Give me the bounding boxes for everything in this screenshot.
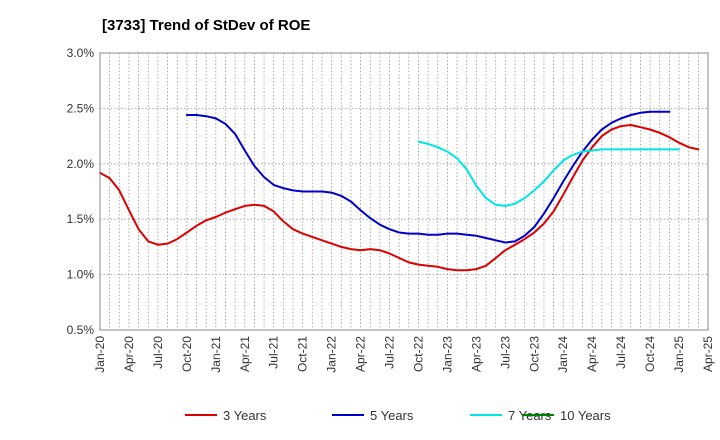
x-tick-label: Oct-20 [180, 336, 194, 372]
y-ticks: 0.5% 1.0% 1.5% 2.0% 2.5% 3.0% [67, 46, 95, 337]
x-tick-label: Jul-20 [151, 336, 165, 369]
y-tick-label: 1.0% [67, 268, 95, 282]
series-line-3-years [99, 124, 700, 272]
x-tick-label: Apr-24 [585, 336, 599, 372]
x-ticks: Jan-20 Apr-20 Jul-20 Oct-20 Jan-21 Apr-21 Jul-… [93, 336, 715, 373]
y-tick-label: 3.0% [67, 46, 95, 60]
y-tick-label: 2.0% [67, 157, 95, 171]
series-lines [99, 110, 700, 272]
x-tick-label: Jan-24 [556, 336, 570, 373]
x-tick-label: Jan-23 [440, 336, 454, 373]
x-tick-label: Oct-24 [643, 336, 657, 372]
y-tick-label: 2.5% [67, 101, 95, 115]
x-tick-label: Apr-22 [354, 336, 368, 372]
x-tick-label: Oct-22 [411, 336, 425, 372]
legend-label: 10 Years [560, 408, 611, 423]
x-tick-label: Jan-20 [93, 336, 107, 373]
x-tick-label: Jul-21 [267, 336, 281, 369]
plot-background [100, 53, 708, 330]
plot-area [100, 53, 708, 330]
x-tick-label: Jan-21 [209, 336, 223, 373]
series-line-5-years [185, 110, 671, 244]
x-tick-label: Jul-22 [383, 336, 397, 369]
y-tick-label: 1.5% [67, 212, 95, 226]
grid [100, 53, 708, 330]
x-tick-label: Jan-25 [672, 336, 686, 373]
x-tick-label: Apr-21 [238, 336, 252, 372]
x-tick-label: Jul-23 [498, 336, 512, 369]
legend: 3 Years 5 Years 7 Years 10 Years [185, 408, 611, 423]
x-tick-label: Oct-21 [296, 336, 310, 372]
x-tick-label: Apr-23 [469, 336, 483, 372]
x-tick-label: Jul-24 [614, 336, 628, 369]
x-tick-label: Apr-20 [122, 336, 136, 372]
legend-label: 5 Years [370, 408, 414, 423]
x-tick-label: Oct-23 [527, 336, 541, 372]
x-tick-label: Jan-22 [325, 336, 339, 373]
plot-frame [99, 52, 709, 331]
x-tick-label: Apr-25 [701, 336, 715, 372]
series-line-7-years [417, 140, 680, 207]
chart-title: [3733] Trend of StDev of ROE [102, 17, 310, 34]
y-tick-label: 0.5% [67, 323, 95, 337]
legend-label: 3 Years [223, 408, 267, 423]
